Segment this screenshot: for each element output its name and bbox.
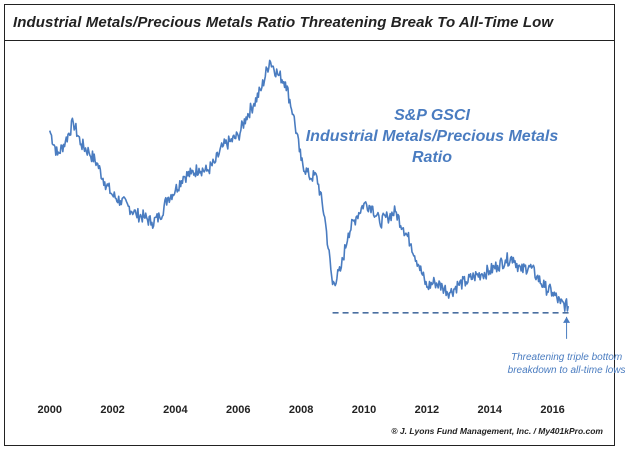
x-tick-label: 2016 [540,404,564,416]
x-tick-label: 2004 [163,404,188,416]
x-tick-label: 2012 [415,404,439,416]
chart-frame [4,4,615,446]
title-divider [4,40,615,41]
series-line [48,59,570,312]
x-tick-label: 2002 [100,404,124,416]
x-tick-label: 2000 [37,404,61,416]
annotation-text: breakdown to all-time lows [508,365,625,376]
series-label: S&P GSCI Industrial Metals/Precious Metal… [306,107,559,166]
annotation: Threatening triple bottom breakdown to al… [508,316,625,376]
series-label-line: Industrial Metals/Precious Metals [306,128,559,145]
chart-title: Industrial Metals/Precious Metals Ratio … [13,14,554,31]
source-credit: ® J. Lyons Fund Management, Inc. / My401… [391,426,603,436]
x-axis-ticks: 2000 2002 2004 2006 2008 2010 2012 2014 2016 [37,404,564,416]
x-tick-label: 2010 [352,404,376,416]
x-tick-label: 2014 [477,404,502,416]
annotation-arrowhead [563,316,571,323]
plot-area [48,59,572,314]
annotation-text: Threatening triple bottom [511,352,622,363]
series-label-line: S&P GSCI [394,107,470,124]
x-tick-label: 2006 [226,404,250,416]
x-tick-label: 2008 [289,404,313,416]
series-label-line: Ratio [412,149,452,166]
